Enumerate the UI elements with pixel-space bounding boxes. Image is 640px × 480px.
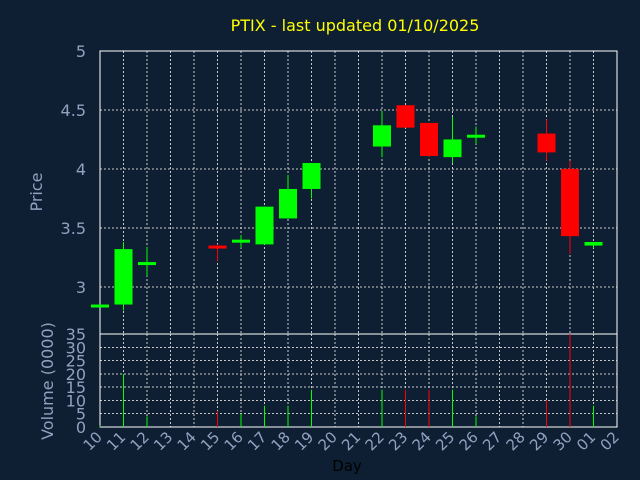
candle-body — [584, 242, 603, 246]
candle-body — [91, 304, 109, 308]
candle-body — [208, 245, 227, 249]
volume-tick-label: 0 — [76, 418, 86, 437]
price-tick-label: 4.5 — [61, 101, 86, 120]
price-tick-label: 4 — [76, 160, 86, 179]
day-tick-label: 17 — [244, 428, 270, 454]
candle-body — [255, 206, 274, 245]
day-tick-label: 02 — [597, 428, 623, 454]
volume-tick-label: 15 — [66, 378, 86, 397]
volume-tick-label: 35 — [66, 325, 86, 344]
day-tick-label: 13 — [150, 428, 176, 454]
day-tick-label: 16 — [221, 428, 247, 454]
price-tick-label: 5 — [76, 42, 86, 61]
volume-tick-label: 30 — [66, 338, 86, 357]
candle-body — [396, 105, 415, 128]
price-tick-label: 3.5 — [61, 219, 86, 238]
price-tick-label: 3 — [76, 278, 86, 297]
day-tick-label: 26 — [456, 428, 482, 454]
volume-tick-label: 25 — [66, 352, 86, 371]
candle-body — [561, 168, 579, 237]
candle-body — [114, 249, 133, 305]
candle-body — [302, 163, 321, 189]
candle-body — [467, 134, 485, 138]
day-tick-label: 29 — [526, 428, 552, 454]
day-tick-label: 22 — [362, 428, 388, 454]
candle-body — [232, 239, 250, 243]
volume-tick-label: 20 — [66, 365, 86, 384]
day-axis: 1011121314151617181920212223242526272829… — [80, 428, 623, 454]
day-tick-label: 28 — [503, 428, 529, 454]
candle-body — [279, 188, 297, 219]
day-tick-label: 23 — [385, 428, 411, 454]
day-tick-label: 15 — [197, 428, 223, 454]
day-tick-label: 18 — [268, 428, 294, 454]
day-tick-label: 30 — [550, 428, 576, 454]
day-tick-label: 21 — [338, 428, 364, 454]
candle-body — [443, 139, 462, 158]
price-panel: 3 3.5 4 4.5 5 — [61, 42, 618, 335]
day-tick-label: 25 — [432, 428, 458, 454]
day-tick-label: 27 — [479, 428, 505, 454]
day-tick-label: 01 — [573, 428, 599, 454]
day-tick-label: 20 — [315, 428, 341, 454]
candle-body — [373, 125, 391, 147]
chart-title: PTIX - last updated 01/10/2025 — [231, 16, 480, 35]
candle-body — [138, 262, 156, 266]
volume-tick-label: 10 — [66, 391, 86, 410]
candle-body — [420, 122, 438, 156]
day-tick-label: 12 — [127, 428, 153, 454]
price-axis-label: Price — [27, 172, 46, 211]
day-tick-label: 19 — [291, 428, 317, 454]
volume-plot-frame — [99, 333, 618, 428]
day-tick-label: 11 — [103, 428, 129, 454]
volume-tick-label: 5 — [76, 405, 86, 424]
day-tick-label: 24 — [409, 428, 435, 454]
candle-body — [537, 133, 556, 153]
day-axis-label: Day — [332, 457, 362, 475]
day-tick-label: 14 — [174, 428, 200, 454]
volume-axis-label: Volume (0000) — [38, 322, 57, 440]
